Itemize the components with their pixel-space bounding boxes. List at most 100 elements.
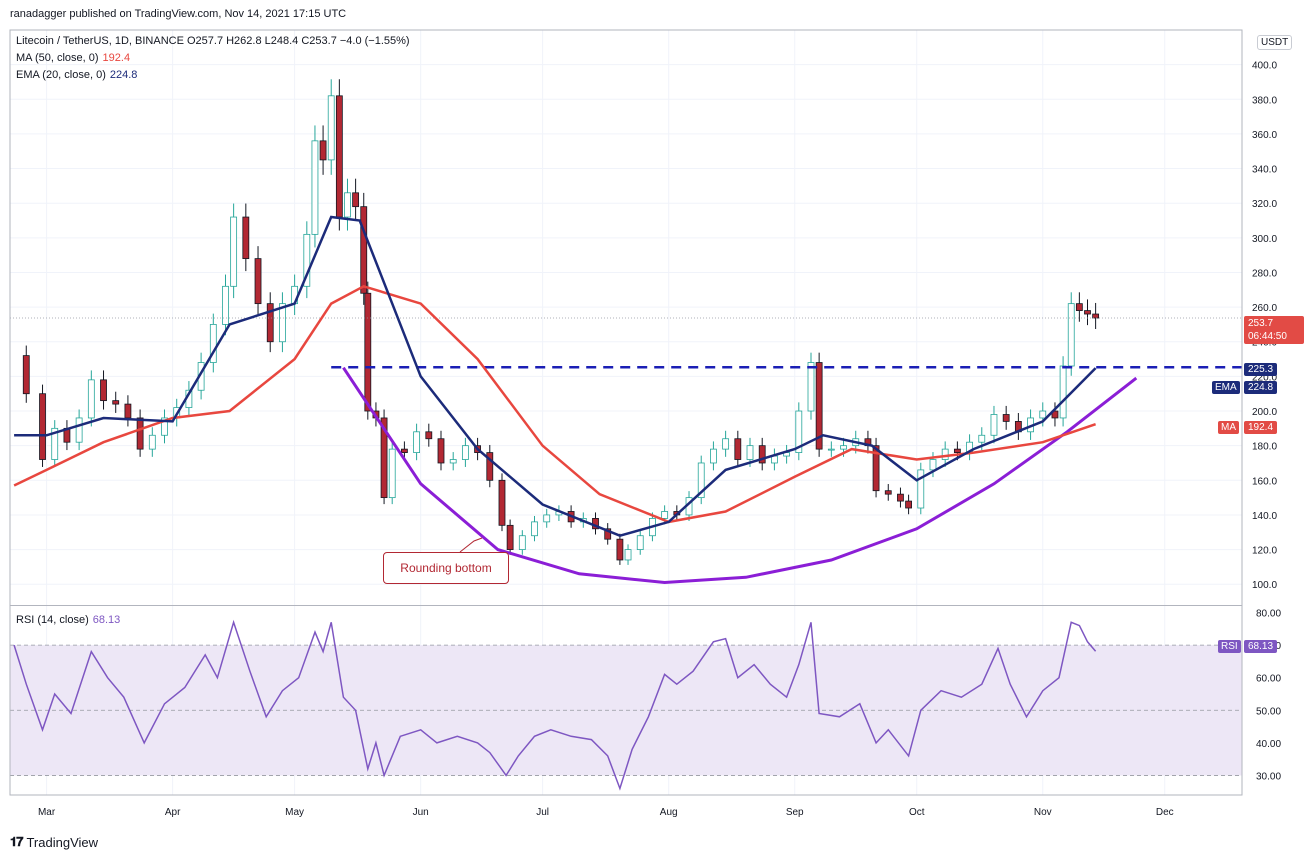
month-tick-label: Dec xyxy=(1156,807,1174,818)
ema-tag-label: EMA xyxy=(1212,381,1240,394)
month-tick-label: Sep xyxy=(786,807,804,818)
month-tick-label: Aug xyxy=(660,807,678,818)
candle-down xyxy=(380,417,388,499)
candle-up xyxy=(327,95,335,161)
rsi-legend-label: RSI (14, close) xyxy=(16,614,89,626)
candle-up xyxy=(978,434,986,443)
ma-legend-value: 192.4 xyxy=(102,52,131,64)
candle-down xyxy=(758,445,766,464)
ma50-line xyxy=(13,284,1097,524)
month-tick-label: Mar xyxy=(38,807,56,818)
candle-down xyxy=(1002,414,1010,422)
candle-up xyxy=(636,535,644,550)
candle-up xyxy=(840,445,847,450)
candle-down xyxy=(1051,410,1059,419)
candle-down xyxy=(22,355,30,395)
candle-up xyxy=(388,448,396,499)
price-tick-label: 280.0 xyxy=(1252,268,1277,279)
candle-down xyxy=(360,206,368,294)
candle-up xyxy=(311,140,319,235)
candle-down xyxy=(1084,310,1091,315)
tradingview-brand[interactable]: 𝟏𝟕 TradingView xyxy=(10,834,98,850)
ema-legend-label: EMA (20, close, 0) xyxy=(16,69,106,81)
candle-down xyxy=(364,292,372,412)
countdown-value: 06:44:50 xyxy=(1248,331,1287,342)
candle-up xyxy=(624,549,632,561)
candle-up xyxy=(148,434,156,450)
ema-tag-value: 224.8 xyxy=(1244,381,1278,394)
candle-down xyxy=(897,493,904,502)
candle-up xyxy=(1039,410,1047,419)
month-tick-label: Jul xyxy=(536,807,549,818)
price-tick-label: 120.0 xyxy=(1252,546,1277,557)
candle-up xyxy=(697,462,705,499)
rounding-bottom-callout: Rounding bottom xyxy=(383,552,509,584)
price-tick-label: 220.0 xyxy=(1252,372,1277,383)
ema20-line xyxy=(14,215,1097,538)
last-price-value: 253.7 xyxy=(1248,318,1274,329)
candle-down xyxy=(425,431,433,440)
candle-up xyxy=(661,511,669,519)
candle-down xyxy=(401,448,408,453)
candle-down xyxy=(616,538,624,561)
callout-pointer xyxy=(459,537,483,553)
price-tick-label: 340.0 xyxy=(1252,165,1277,176)
rsi-legend: RSI (14, close) 68.13 xyxy=(16,614,120,626)
candle-up xyxy=(303,233,311,287)
candle-up xyxy=(746,445,754,460)
price-tick-label: 260.0 xyxy=(1252,303,1277,314)
candle-up xyxy=(461,445,469,460)
rounding-bottom-curve xyxy=(342,366,1138,585)
ema-legend-value: 224.8 xyxy=(109,69,138,81)
ema-legend: EMA (20, close, 0) 224.8 xyxy=(16,69,137,81)
candle-up xyxy=(51,427,59,460)
rsi-line xyxy=(13,619,1097,791)
price-tick-label: 180.0 xyxy=(1252,442,1277,453)
candle-down xyxy=(953,448,961,453)
ma-tag-value: 192.4 xyxy=(1244,421,1278,434)
candle-down xyxy=(604,528,612,540)
rsi-tick-label: 40.00 xyxy=(1256,739,1281,750)
candlestick-series xyxy=(22,79,1100,565)
candle-down xyxy=(1092,313,1100,319)
price-tick-label: 380.0 xyxy=(1252,95,1277,106)
month-tick-label: Nov xyxy=(1034,807,1052,818)
month-tick-label: Apr xyxy=(165,807,181,818)
rsi-tick-label: 30.00 xyxy=(1256,771,1281,782)
candle-up xyxy=(75,417,83,443)
candle-up xyxy=(222,285,229,325)
price-tick-label: 360.0 xyxy=(1252,130,1277,141)
candle-up xyxy=(543,514,551,523)
price-tick-label: 200.0 xyxy=(1252,407,1277,418)
candle-down xyxy=(352,192,360,208)
candle-down xyxy=(100,379,107,402)
price-tick-label: 320.0 xyxy=(1252,199,1277,210)
price-tick-label: 400.0 xyxy=(1252,61,1277,72)
candle-down xyxy=(486,452,494,481)
indicator-lines xyxy=(10,215,1242,791)
ma-legend: MA (50, close, 0) 192.4 xyxy=(16,52,130,64)
candle-down xyxy=(506,524,514,550)
candle-up xyxy=(531,521,538,537)
candle-down xyxy=(39,393,46,460)
candle-up xyxy=(827,448,835,451)
price-tick-label: 160.0 xyxy=(1252,476,1277,487)
currency-button[interactable]: USDT xyxy=(1257,35,1293,50)
month-tick-label: Jun xyxy=(413,807,429,818)
time-axis: Mar Apr May Jun Jul Aug Sep Oct Nov Dec xyxy=(38,807,1174,818)
chart-frame xyxy=(9,29,1243,796)
candle-up xyxy=(209,324,217,363)
rsi-legend-value: 68.13 xyxy=(92,614,121,626)
candle-up xyxy=(230,216,238,287)
candle-up xyxy=(722,438,730,450)
candle-up xyxy=(917,469,925,509)
rsi-tag-label: RSI xyxy=(1218,640,1241,653)
candle-up xyxy=(87,379,95,419)
ma-legend-label: MA (50, close, 0) xyxy=(16,52,99,64)
candle-up xyxy=(941,448,949,460)
candle-down xyxy=(905,500,912,509)
candle-up xyxy=(161,417,168,436)
ma-tag-label: MA xyxy=(1218,421,1239,434)
candle-up xyxy=(929,459,937,471)
